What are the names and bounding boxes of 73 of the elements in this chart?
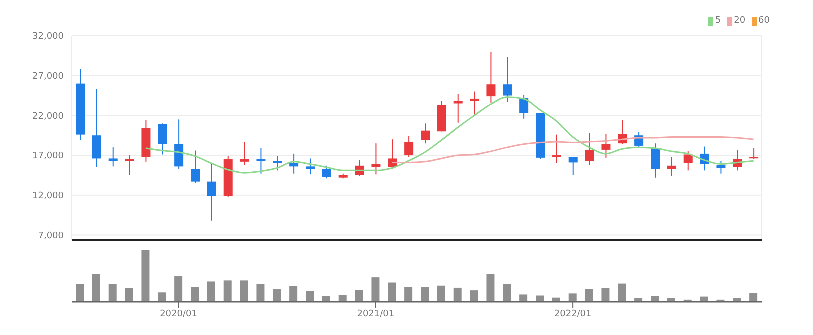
candlestick	[372, 143, 381, 176]
candlestick	[486, 51, 496, 104]
bar	[750, 293, 758, 302]
bar	[306, 291, 314, 302]
candlestick	[273, 156, 282, 172]
bar	[486, 274, 495, 302]
y-tick-label: 12,000	[32, 192, 64, 202]
candlestick	[404, 136, 414, 158]
x-tick-label: 2022/01	[554, 309, 592, 320]
bar	[454, 288, 462, 302]
y-tick-label: 7,000	[38, 231, 64, 242]
candlestick	[207, 163, 216, 222]
bar	[224, 280, 232, 302]
legend-label: 20	[734, 16, 746, 26]
bar	[174, 276, 183, 302]
legend-label: 60	[758, 16, 770, 26]
y-tick-label: 17,000	[32, 152, 64, 162]
candlestick	[684, 151, 693, 172]
candlestick	[322, 165, 332, 180]
candlestick	[174, 119, 184, 170]
candlestick	[552, 134, 562, 164]
legend-label: 5	[715, 16, 722, 26]
bar	[191, 287, 199, 302]
candlestick	[651, 143, 660, 178]
candlestick	[92, 88, 102, 168]
bar	[470, 290, 478, 302]
y-tick-label: 22,000	[32, 112, 64, 122]
candlestick	[240, 141, 250, 166]
candlestick	[290, 153, 299, 174]
bar	[273, 290, 282, 302]
candlestick	[520, 94, 529, 120]
bar	[76, 284, 84, 302]
bar	[585, 289, 594, 302]
bar	[142, 250, 150, 302]
bar	[503, 284, 512, 302]
bar	[421, 287, 429, 302]
bar	[372, 278, 380, 302]
bar	[388, 282, 396, 302]
candlestick	[667, 156, 676, 177]
bar	[92, 274, 100, 302]
y-tick-label: 27,000	[32, 72, 64, 82]
bar	[568, 294, 577, 302]
bar	[437, 286, 446, 302]
bar	[108, 284, 117, 302]
bar	[256, 284, 265, 302]
candlestick	[125, 155, 134, 176]
candlestick	[568, 156, 578, 176]
bar	[520, 294, 528, 302]
bar	[240, 280, 248, 302]
candlestick	[108, 147, 118, 168]
bar	[618, 284, 626, 302]
x-tick-label: 2020/01	[160, 309, 198, 320]
bar	[290, 286, 298, 302]
candlestick	[306, 158, 315, 176]
candlestick	[191, 150, 200, 184]
candlestick	[716, 160, 726, 174]
bar	[338, 295, 347, 302]
bar	[158, 292, 166, 302]
x-tick-label: 2021/01	[357, 309, 395, 320]
bar	[404, 287, 413, 302]
candlestick	[158, 123, 168, 156]
candlestick	[750, 148, 759, 160]
candlestick	[503, 57, 512, 103]
candlestick	[421, 123, 430, 144]
y-tick-label: 32,000	[32, 32, 64, 42]
candlestick	[602, 134, 611, 158]
candlestick	[585, 132, 594, 166]
bar	[207, 282, 216, 302]
bar	[125, 288, 134, 302]
bar	[602, 288, 610, 302]
candlestick	[470, 91, 480, 116]
bar	[355, 290, 364, 302]
candlestick	[256, 148, 266, 174]
